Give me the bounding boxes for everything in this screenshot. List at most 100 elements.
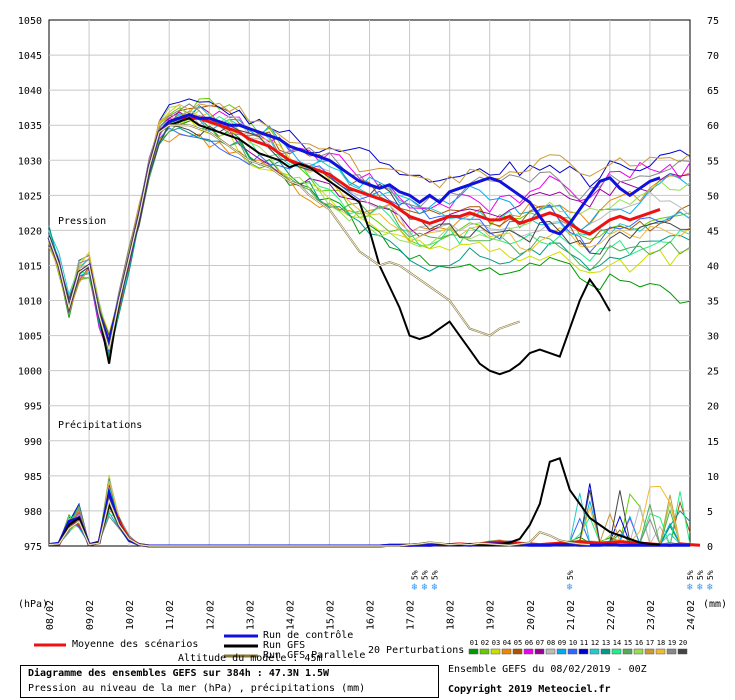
perturbation-swatch [468, 648, 479, 655]
perturbation-swatch [545, 648, 556, 655]
right-tick-label: 45 [707, 226, 719, 237]
left-tick-label: 980 [24, 507, 42, 518]
series-precip-line [48, 491, 701, 548]
snow-probability-label: 5% [421, 570, 430, 580]
perturbation-swatch [567, 648, 578, 655]
perturbation-number: 16 [635, 639, 643, 647]
perturbation-number: 12 [591, 639, 599, 647]
x-tick-label: 10/02 [125, 600, 136, 630]
snow-probability-label: 5% [411, 570, 420, 580]
snowflake-icon: ❄ [567, 582, 574, 593]
perturbation-number: 06 [525, 639, 533, 647]
right-tick-label: 55 [707, 156, 719, 167]
right-tick-label: 65 [707, 86, 719, 97]
x-tick-label: 15/02 [325, 600, 336, 630]
right-tick-label: 5 [707, 507, 713, 518]
x-tick-label: 13/02 [245, 600, 256, 630]
left-tick-label: 995 [24, 402, 42, 413]
x-tick-label: 19/02 [486, 600, 497, 630]
perturbation-number: 14 [613, 639, 621, 647]
left-tick-label: 975 [24, 542, 42, 553]
x-tick-label: 22/02 [606, 600, 617, 630]
perturbation-swatch [512, 648, 523, 655]
right-tick-label: 0 [707, 542, 713, 553]
x-tick-label: 18/02 [446, 600, 457, 630]
snowflake-icon: ❄ [687, 582, 694, 593]
left-tick-label: 985 [24, 472, 42, 483]
snowflake-icon: ❄ [432, 582, 439, 593]
right-tick-label: 15 [707, 437, 719, 448]
x-tick-label: 12/02 [205, 600, 216, 630]
series-precip-line [48, 457, 661, 547]
legend-altitude: Altitude du modèle : 45m [178, 653, 323, 664]
snow-probability-label: 5% [686, 570, 695, 580]
left-tick-label: 1020 [18, 226, 42, 237]
perturbation-number: 08 [547, 639, 555, 647]
perturbation-swatch [556, 648, 567, 655]
perturbation-swatch [534, 648, 545, 655]
legend-mean: Moyenne des scénarios [72, 639, 199, 650]
right-tick-label: 70 [707, 51, 719, 62]
footer-ensemble: Ensemble GEFS du 08/02/2019 - 00Z [448, 664, 647, 675]
perturbation-number: 17 [646, 639, 654, 647]
snowflake-icon: ❄ [422, 582, 429, 593]
perturbation-swatch [633, 648, 644, 655]
left-tick-label: 1040 [18, 86, 42, 97]
perturbation-number: 09 [558, 639, 566, 647]
snow-probability-label: 5% [431, 570, 440, 580]
series-precip-line-inner [48, 499, 590, 547]
right-tick-label: 60 [707, 121, 719, 132]
precip-section-label: Précipitations [58, 420, 143, 431]
legend-perturbations: 20 Perturbations [368, 645, 465, 656]
series-pressure-line-inner [48, 124, 520, 350]
left-tick-label: 1025 [18, 191, 42, 202]
perturbation-swatch [666, 648, 677, 655]
left-tick-label: 1035 [18, 121, 42, 132]
x-tick-label: 11/02 [165, 600, 176, 630]
perturbation-swatch [655, 648, 666, 655]
right-tick-label: 25 [707, 367, 719, 378]
right-unit-label: (mm) [703, 599, 728, 610]
snowflake-icon: ❄ [707, 582, 714, 593]
left-tick-label: 1010 [18, 297, 42, 308]
perturbation-number: 18 [657, 639, 665, 647]
right-tick-label: 10 [707, 472, 719, 483]
footer-copyright: Copyright 2019 Meteociel.fr [448, 684, 611, 695]
footer-title: Diagramme des ensembles GEFS sur 384h : … [28, 668, 330, 679]
perturbation-swatch [611, 648, 622, 655]
perturbation-pressure-line [48, 103, 691, 338]
left-tick-label: 1000 [18, 367, 42, 378]
right-tick-label: 20 [707, 402, 719, 413]
perturbation-number: 15 [624, 639, 632, 647]
footer-subtitle: Pression au niveau de la mer (hPa) , pré… [28, 683, 366, 694]
x-tick-label: 14/02 [285, 600, 296, 630]
left-tick-label: 1050 [18, 16, 42, 27]
x-tick-label: 24/02 [686, 600, 697, 630]
perturbation-swatch [523, 648, 534, 655]
pressure-section-label: Pression [58, 216, 107, 227]
left-tick-label: 990 [24, 437, 42, 448]
x-tick-label: 08/02 [45, 600, 56, 630]
x-tick-label: 21/02 [566, 600, 577, 630]
perturbation-swatch [600, 648, 611, 655]
snow-probability-label: 5% [696, 570, 705, 580]
left-tick-label: 1015 [18, 261, 42, 272]
series-pressure-line [48, 124, 521, 350]
perturbation-swatch [622, 648, 633, 655]
snow-probability-label: 5% [706, 570, 715, 580]
left-tick-label: 1005 [18, 332, 42, 343]
right-tick-label: 40 [707, 261, 719, 272]
x-tick-label: 17/02 [406, 600, 417, 630]
perturbation-swatch [677, 648, 688, 655]
perturbation-swatch [490, 648, 501, 655]
perturbation-number: 13 [602, 639, 610, 647]
perturbation-number: 03 [492, 639, 500, 647]
perturbation-swatch [479, 648, 490, 655]
perturbation-number: 02 [481, 639, 489, 647]
x-tick-label: 20/02 [526, 600, 537, 630]
snowflake-icon: ❄ [697, 582, 704, 593]
snowflake-icon: ❄ [412, 582, 419, 593]
footer-box [20, 665, 439, 698]
right-tick-label: 75 [707, 16, 719, 27]
